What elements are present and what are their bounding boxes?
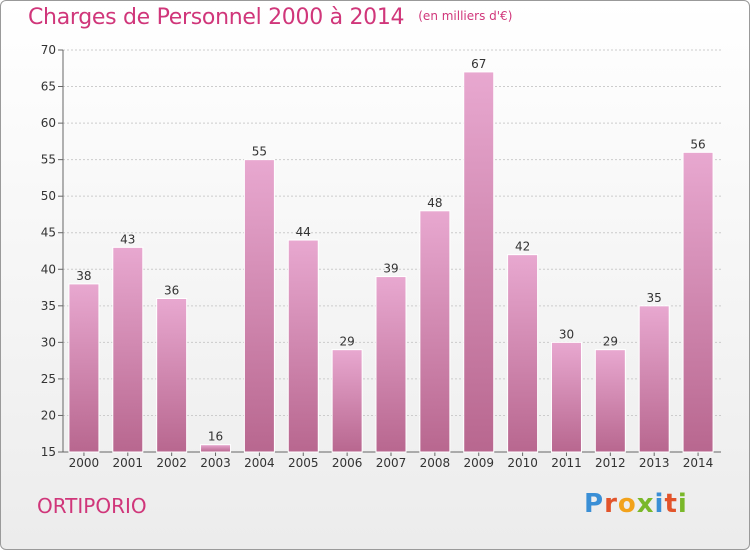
data-label-2005: 44 [296, 225, 311, 239]
bar-2014 [682, 151, 714, 453]
bar-2001 [112, 246, 144, 453]
bar-2009 [463, 71, 495, 453]
bar-2003 [200, 444, 232, 453]
data-label-2000: 38 [76, 269, 91, 283]
x-tick-label-2006: 2006 [332, 456, 363, 470]
bar-2013 [638, 305, 670, 453]
x-tick-label-2009: 2009 [463, 456, 494, 470]
chart-subtitle: (en milliers d'€) [418, 9, 513, 23]
proxiti-logo[interactable]: Proxiti [584, 489, 688, 519]
x-tick-label-2003: 2003 [200, 456, 231, 470]
bar-2002 [156, 298, 188, 453]
x-tick-label-2013: 2013 [639, 456, 670, 470]
y-tick-label: 20 [41, 408, 56, 422]
x-tick-label-2001: 2001 [113, 456, 144, 470]
data-label-2012: 29 [603, 335, 618, 349]
bar-2006 [331, 349, 363, 453]
data-label-2004: 55 [252, 145, 267, 159]
data-label-2009: 67 [471, 57, 486, 71]
data-label-2014: 56 [690, 137, 705, 151]
bar-2011 [550, 341, 582, 453]
y-tick-label: 50 [41, 189, 56, 203]
bar-2008 [419, 210, 451, 453]
bar-2000 [68, 283, 100, 453]
data-label-2006: 29 [339, 335, 354, 349]
bar-2005 [287, 239, 319, 453]
x-tick-label-2014: 2014 [683, 456, 714, 470]
bar-2004 [243, 159, 275, 453]
bar-2010 [507, 254, 539, 453]
data-label-2001: 43 [120, 232, 135, 246]
chart-title: Charges de Personnel 2000 à 2014 (en mill… [28, 5, 512, 30]
x-tick-label-2011: 2011 [551, 456, 582, 470]
data-label-2003: 16 [208, 430, 223, 444]
x-tick-label-2004: 2004 [244, 456, 275, 470]
data-label-2008: 48 [427, 196, 442, 210]
bar-2007 [375, 276, 407, 453]
y-tick-label: 30 [41, 335, 56, 349]
labels: 38 43 36 16 55 44 29 39 48 67 42 30 29 35 56 [76, 57, 705, 444]
data-label-2010: 42 [515, 240, 530, 254]
y-tick-label: 40 [41, 262, 56, 276]
bar-2012 [594, 349, 626, 453]
bars [68, 71, 714, 453]
data-label-2013: 35 [647, 291, 662, 305]
x-tick-label-2010: 2010 [507, 456, 538, 470]
x-tick-label-2008: 2008 [420, 456, 451, 470]
data-label-2007: 39 [383, 262, 398, 276]
x-tick-label-2005: 2005 [288, 456, 319, 470]
y-tick-label: 15 [41, 445, 56, 459]
x-tick-label-2000: 2000 [69, 456, 100, 470]
x-tick-label-2012: 2012 [595, 456, 626, 470]
y-tick-label: 25 [41, 372, 56, 386]
x-tick-label-2007: 2007 [376, 456, 407, 470]
y-tick-label: 60 [41, 116, 56, 130]
data-label-2002: 36 [164, 284, 179, 298]
y-tick-label: 45 [41, 226, 56, 240]
title-text: Charges de Personnel 2000 à 2014 [28, 5, 405, 30]
y-tick-label: 70 [41, 43, 56, 57]
x-tick-label-2002: 2002 [156, 456, 187, 470]
y-tick-label: 65 [41, 80, 56, 94]
y-tick-label: 35 [41, 299, 56, 313]
y-tick-label: 55 [41, 153, 56, 167]
city-name: ORTIPORIO [37, 494, 147, 518]
data-label-2011: 30 [559, 327, 574, 341]
